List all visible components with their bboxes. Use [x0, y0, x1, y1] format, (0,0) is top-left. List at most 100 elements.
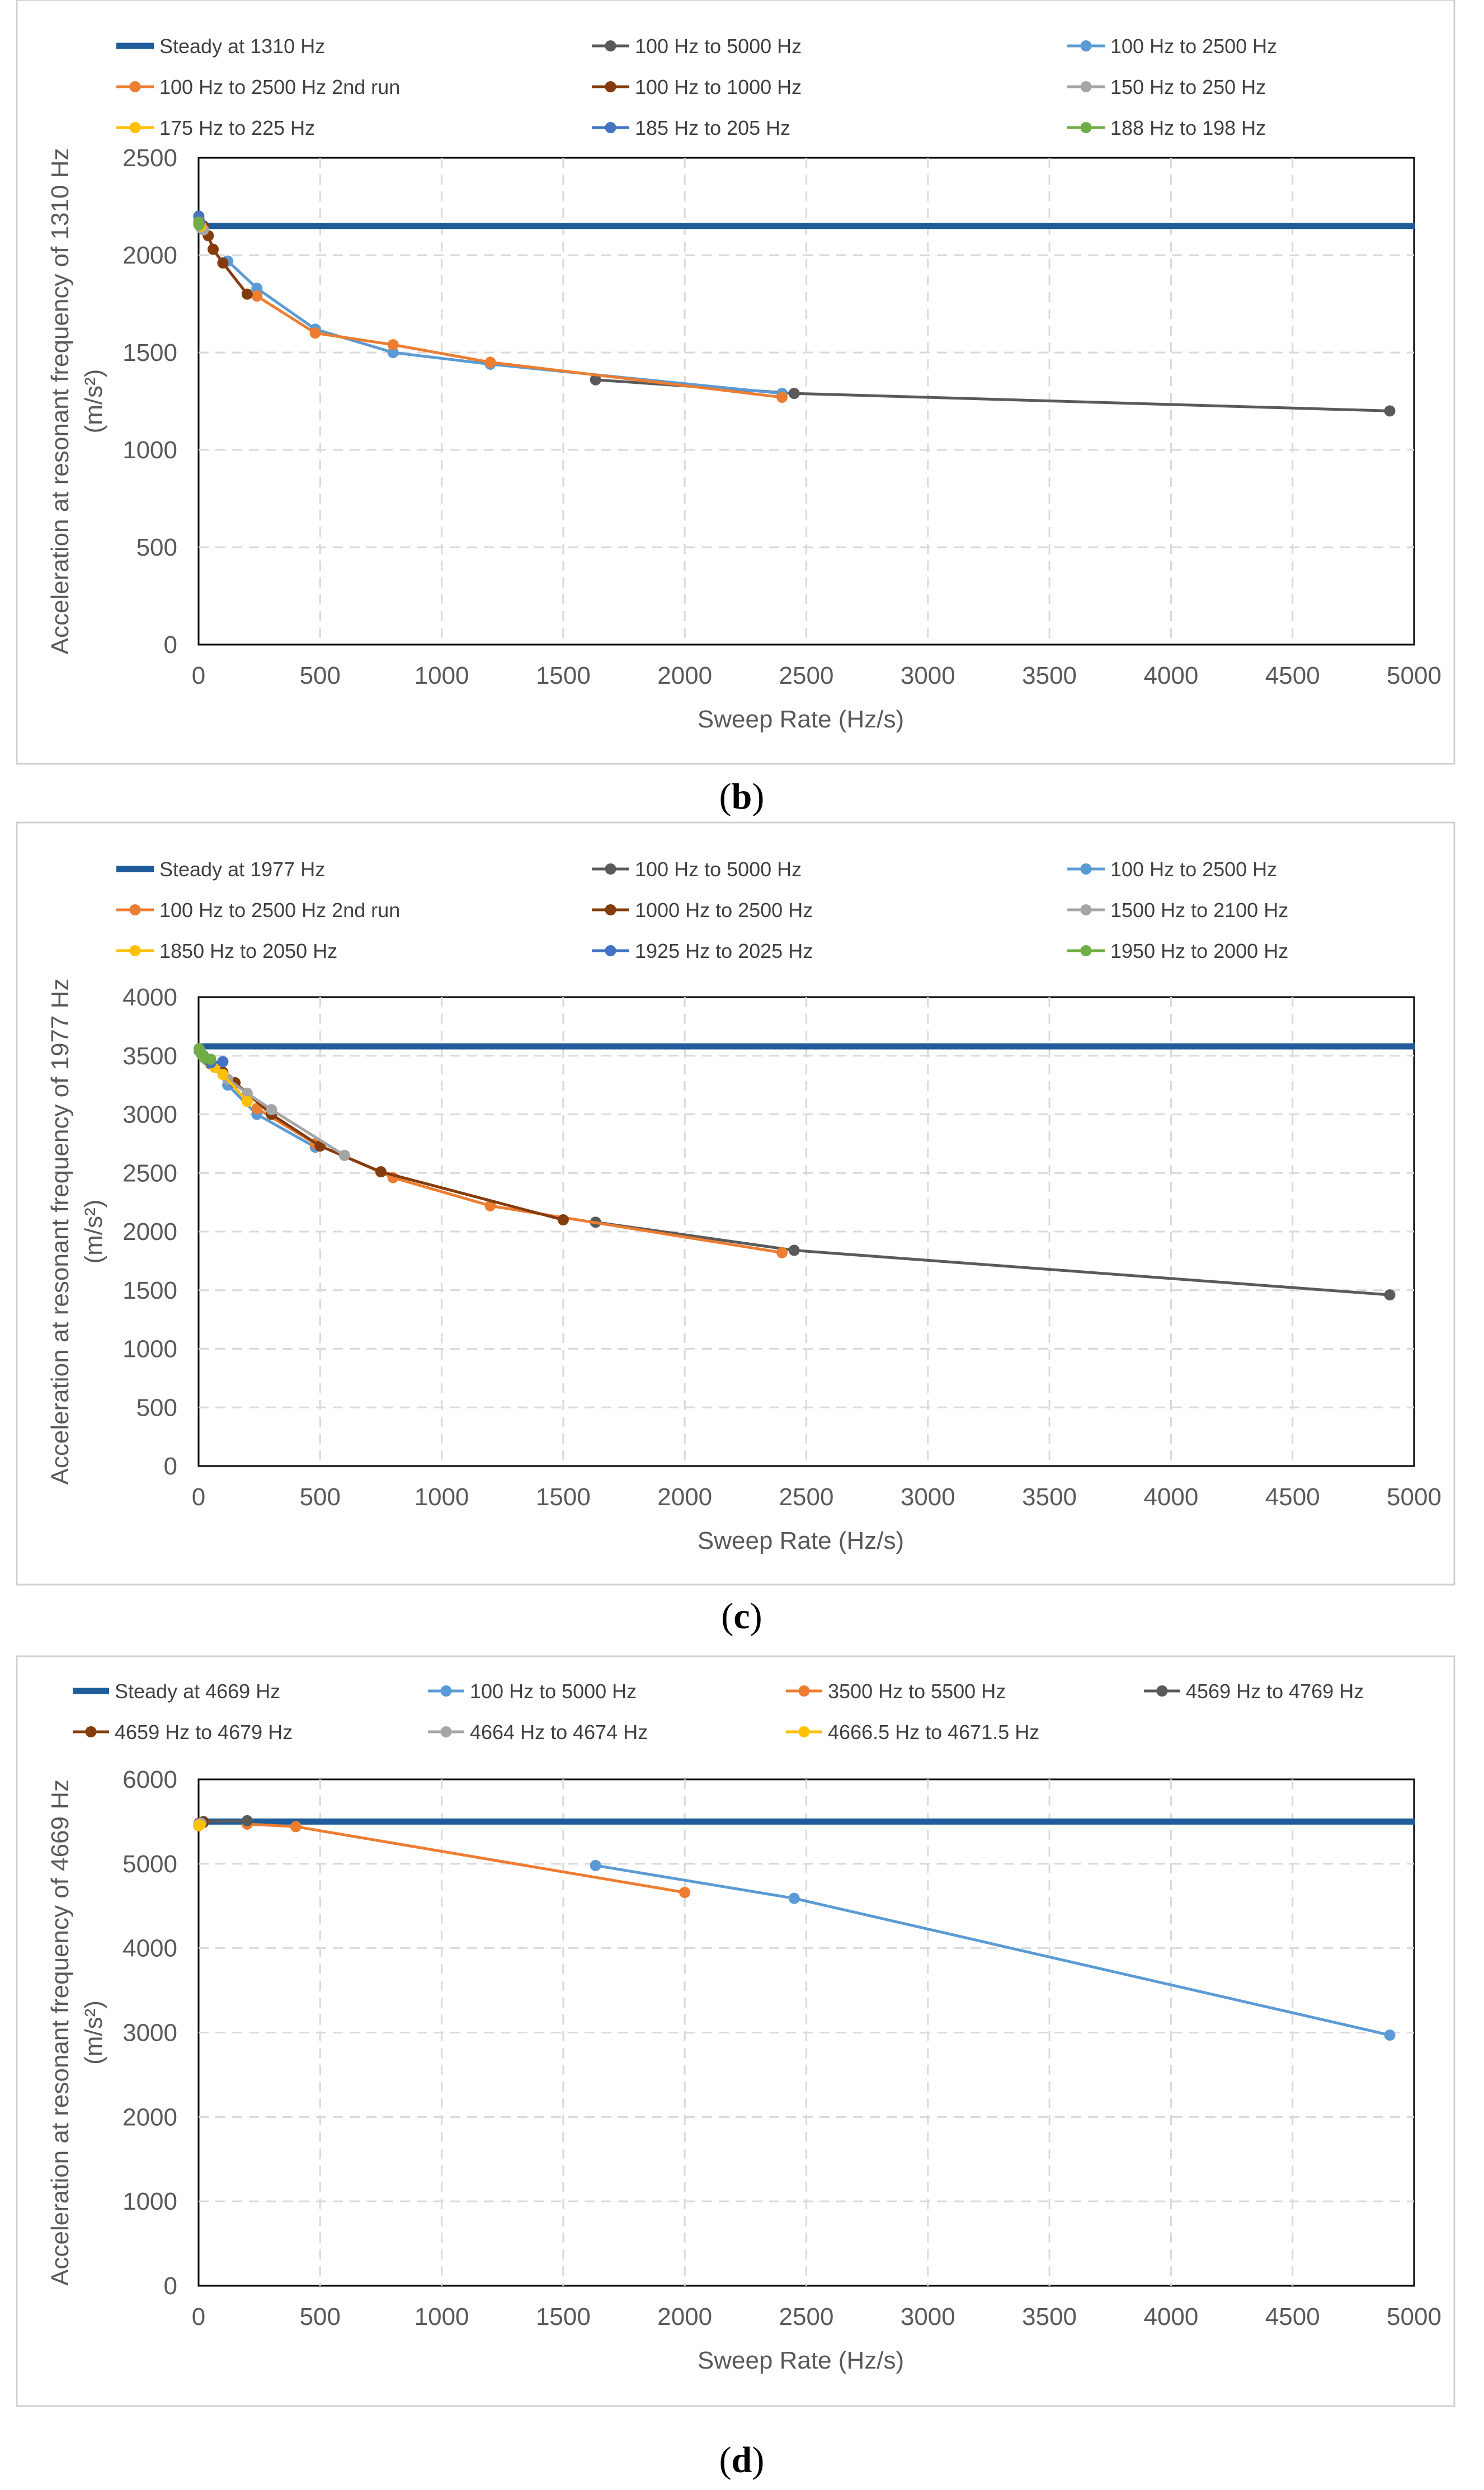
x-tick-label: 3500 — [1022, 2303, 1077, 2331]
data-point — [266, 1104, 277, 1116]
data-point — [241, 1096, 253, 1107]
x-tick-label: 4000 — [1143, 662, 1198, 689]
caption-open-paren: ( — [719, 776, 732, 817]
x-tick-label: 0 — [192, 2303, 205, 2331]
x-tick-label: 3500 — [1022, 662, 1077, 689]
legend-item: 185 Hz to 205 Hz — [592, 116, 790, 139]
x-tick-label: 5000 — [1387, 2303, 1441, 2331]
x-tick-label: 2000 — [657, 1483, 712, 1511]
legend-label: 4659 Hz to 4679 Hz — [115, 1721, 293, 1744]
legend-marker — [605, 904, 616, 915]
data-point — [251, 283, 263, 294]
x-tick-label: 1500 — [536, 662, 591, 689]
y-tick-label: 2000 — [123, 242, 177, 269]
legend-item: 100 Hz to 2500 Hz 2nd run — [116, 899, 400, 922]
y-axis-unit: (m/s²) — [80, 2000, 107, 2065]
caption-open-paren: ( — [719, 2440, 732, 2480]
series-3 — [251, 290, 788, 403]
figure-caption: (c) — [721, 1596, 762, 1637]
series-1 — [590, 1216, 1396, 1301]
legend-item: 100 Hz to 5000 Hz — [592, 858, 802, 881]
data-point — [205, 1054, 216, 1065]
chart-panel-d: 0 500 1000 1500 2000 2500 3000 3500 4000 4500 5000… — [16, 1655, 1455, 2480]
legend-item: 1925 Hz to 2025 Hz — [592, 939, 813, 962]
y-axis-title: Acceleration at resonant frequency of 46… — [46, 1779, 74, 2286]
legend-marker — [129, 904, 141, 915]
legend-marker — [605, 122, 616, 133]
legend-label: 1000 Hz to 2500 Hz — [635, 899, 813, 922]
data-point — [1384, 1289, 1396, 1301]
data-point — [251, 290, 263, 302]
y-tick-label: 4000 — [123, 1935, 177, 1962]
legend-item: 175 Hz to 225 Hz — [116, 116, 315, 139]
legend-marker — [129, 81, 141, 92]
y-tick-label: 3000 — [123, 1101, 177, 1129]
data-point — [208, 243, 219, 255]
legend-label: 100 Hz to 2500 Hz 2nd run — [159, 899, 400, 922]
legend-item: 1500 Hz to 2100 Hz — [1067, 899, 1288, 922]
data-point — [387, 339, 399, 351]
legend-item: 100 Hz to 2500 Hz — [1067, 35, 1277, 58]
x-tick-label: 5000 — [1387, 662, 1441, 689]
legend-item: 4664 Hz to 4674 Hz — [428, 1721, 648, 1744]
legend-marker — [1080, 945, 1092, 956]
y-tick-label: 0 — [164, 1453, 177, 1480]
x-tick-label: 3000 — [901, 662, 955, 689]
legend-label: 100 Hz to 5000 Hz — [635, 858, 802, 881]
legend-marker — [798, 1726, 810, 1737]
data-point — [217, 257, 229, 269]
legend-item: 4659 Hz to 4679 Hz — [73, 1721, 293, 1744]
data-point — [387, 347, 399, 358]
legend-label: 188 Hz to 198 Hz — [1110, 116, 1266, 139]
x-tick-label: 2500 — [779, 662, 834, 689]
legend-item: 4666.5 Hz to 4671.5 Hz — [786, 1721, 1039, 1744]
legend-label: 100 Hz to 5000 Hz — [635, 35, 802, 58]
caption-close-paren: ) — [752, 2440, 764, 2480]
x-axis-title: Sweep Rate (Hz/s) — [698, 2347, 904, 2374]
series-8 — [193, 216, 205, 231]
data-point — [217, 1056, 229, 1068]
legend-marker — [129, 945, 141, 956]
legend-label: 175 Hz to 225 Hz — [159, 116, 315, 139]
x-tick-label: 1000 — [414, 1483, 469, 1511]
data-point — [241, 288, 253, 300]
data-point — [776, 392, 788, 403]
y-tick-label: 1500 — [123, 1277, 177, 1304]
y-tick-label: 2000 — [123, 1218, 177, 1246]
y-axis-unit: (m/s²) — [80, 1200, 107, 1264]
legend-item: Steady at 1310 Hz — [116, 35, 325, 58]
x-axis-title: Sweep Rate (Hz/s) — [698, 1527, 904, 1554]
legend-label: 1950 Hz to 2000 Hz — [1110, 939, 1288, 962]
caption-letter: d — [732, 2440, 752, 2480]
legend-label: 4666.5 Hz to 4671.5 Hz — [828, 1721, 1039, 1744]
legend-label: 3500 Hz to 5500 Hz — [828, 1680, 1006, 1703]
data-point — [484, 1200, 496, 1211]
y-tick-label: 1000 — [123, 1336, 177, 1363]
x-tick-label: 0 — [192, 662, 205, 689]
data-point — [241, 1087, 253, 1099]
x-tick-label: 3500 — [1022, 1483, 1077, 1511]
y-axis-unit: (m/s²) — [80, 369, 107, 434]
x-tick-label: 500 — [300, 1483, 341, 1511]
y-tick-label: 1000 — [123, 436, 177, 464]
x-tick-label: 2500 — [779, 2303, 834, 2331]
legend-label: 100 Hz to 2500 Hz 2nd run — [159, 76, 400, 98]
legend-marker — [605, 40, 616, 51]
legend-label: 1925 Hz to 2025 Hz — [635, 939, 813, 962]
x-tick-label: 4500 — [1265, 1483, 1320, 1511]
data-point — [338, 1149, 350, 1161]
legend-label: Steady at 1310 Hz — [159, 35, 325, 58]
y-axis-title: Acceleration at resonant frequency of 13… — [46, 148, 74, 655]
x-axis-title: Sweep Rate (Hz/s) — [698, 706, 904, 733]
legend-marker — [605, 945, 616, 956]
caption-open-paren: ( — [721, 1596, 733, 1637]
legend-marker — [605, 863, 616, 875]
legend-label: 185 Hz to 205 Hz — [635, 116, 790, 139]
x-tick-label: 500 — [300, 2303, 341, 2331]
legend-item: Steady at 1977 Hz — [116, 858, 325, 881]
legend-marker — [129, 122, 141, 133]
legend-item: 1850 Hz to 2050 Hz — [116, 939, 337, 962]
legend-marker — [1080, 863, 1092, 875]
series-line — [203, 1819, 247, 1823]
